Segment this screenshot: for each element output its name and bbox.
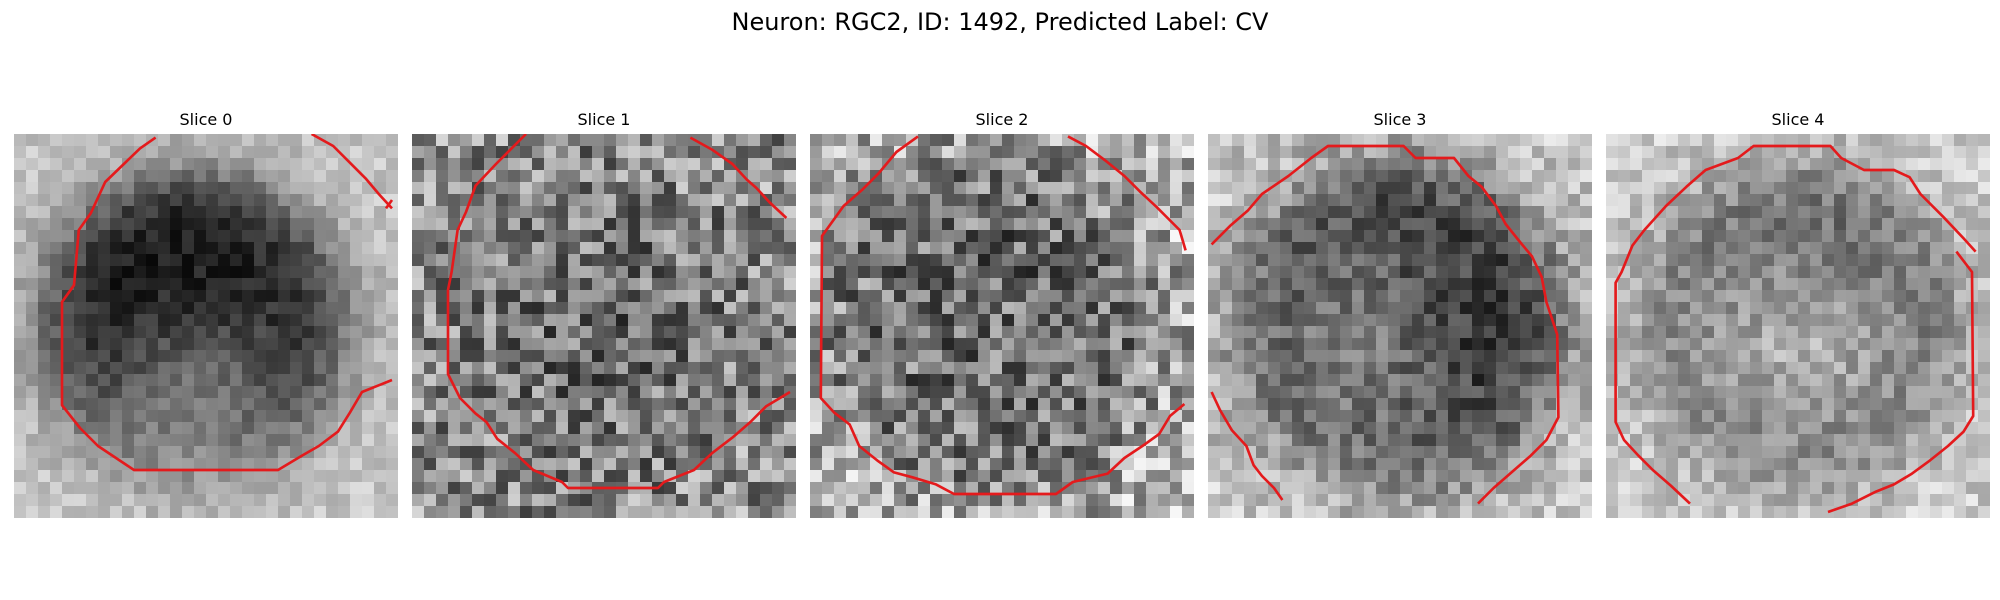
- slice-image: [810, 134, 1194, 518]
- contour-line: [1614, 144, 1977, 505]
- contour-line: [1210, 144, 1560, 505]
- slice-image: [1208, 134, 1592, 518]
- contour-line: [1067, 135, 1187, 251]
- contour-line: [60, 136, 393, 472]
- slice-title: Slice 4: [1771, 110, 1825, 129]
- slice-image: [1606, 134, 1990, 518]
- slice-title: Slice 3: [1373, 110, 1427, 129]
- contour-line: [1210, 391, 1284, 501]
- contour-line: [446, 134, 791, 490]
- slice-image: [14, 134, 398, 518]
- slice-title: Slice 0: [179, 110, 233, 129]
- figure-title: Neuron: RGC2, ID: 1492, Predicted Label:…: [731, 8, 1269, 36]
- slice-title: Slice 1: [577, 110, 631, 129]
- contour-line: [1827, 250, 1975, 514]
- contour-line: [310, 134, 393, 210]
- contour-line: [689, 136, 788, 219]
- slice-title: Slice 2: [975, 110, 1029, 129]
- slice-image: [412, 134, 796, 518]
- contour-line: [384, 199, 394, 210]
- contour-line: [819, 135, 1186, 496]
